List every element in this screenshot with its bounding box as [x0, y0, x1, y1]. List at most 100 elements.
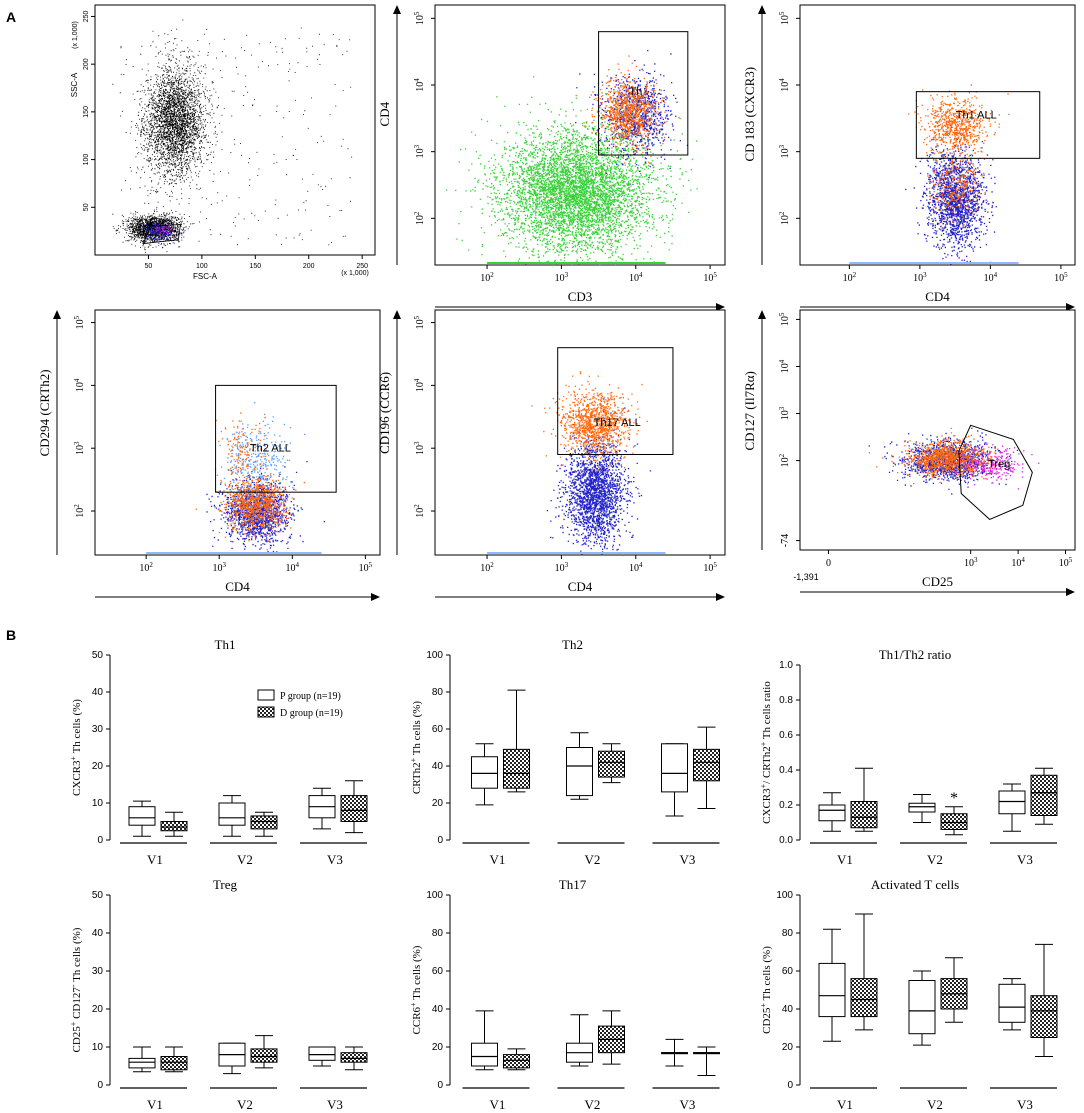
population-light_blue-2 — [214, 402, 306, 525]
x-min-label: -1,391 — [793, 572, 819, 582]
box-V3-series-1 — [1030, 943, 1058, 1057]
x-tick-label: 102 — [139, 561, 153, 574]
y-tick-label: 104 — [778, 359, 791, 373]
box-iqr — [503, 1054, 530, 1069]
x-tick-label: 250 — [356, 263, 368, 270]
x-axis-label: CD3 — [568, 289, 593, 304]
x-tick-label: 104 — [1011, 556, 1025, 569]
y-tick-label: -74 — [780, 534, 791, 547]
chart-title: Activated T cells — [871, 877, 959, 892]
y-tick-label: 0.4 — [779, 765, 793, 776]
x-arrow-head — [716, 303, 725, 311]
y-tick-label: 80 — [782, 928, 794, 939]
y-axis-arrow — [758, 5, 766, 265]
category-label: V2 — [585, 1097, 601, 1112]
y-arrow-head — [53, 310, 61, 319]
box-iqr — [471, 1042, 498, 1067]
box-iqr — [693, 748, 720, 782]
category-label: V3 — [680, 852, 696, 867]
y-tick-label: 102 — [413, 504, 426, 518]
y-axis-label: CD294 (CRTh2) — [37, 369, 52, 456]
box-V3-series-1 — [340, 1046, 368, 1071]
category-label: V1 — [147, 852, 163, 867]
population-blue-0 — [546, 398, 652, 556]
y-multiplier: (x 1,000) — [72, 21, 79, 49]
box-iqr — [128, 806, 156, 826]
x-arrow-head — [716, 593, 725, 601]
x-arrow-head — [1066, 588, 1075, 596]
box-iqr — [340, 795, 368, 822]
y-tick-label: 80 — [432, 687, 444, 698]
y-tick-label: 80 — [432, 928, 444, 939]
box-V3-series-0 — [998, 783, 1026, 832]
y-axis-label: CD4 — [377, 101, 392, 126]
box-iqr — [308, 1046, 336, 1061]
y-axis-label: CD127 (Il7Rα) — [742, 371, 757, 450]
box-V2-series-0 — [566, 732, 593, 800]
legend-label: P group (n=19) — [280, 691, 341, 702]
chart-title: Treg — [213, 877, 238, 892]
y-axis-label: CXCR3+ Th cells (%) — [69, 699, 84, 796]
category-label: V3 — [680, 1097, 696, 1112]
x-axis-arrow — [435, 593, 725, 601]
population-black-1 — [112, 203, 193, 253]
box-iqr — [1030, 995, 1058, 1039]
x-axis-label: CD25 — [922, 574, 953, 589]
y-tick-label: 50 — [92, 890, 104, 901]
population-orange-2 — [908, 84, 1010, 166]
category-label: V3 — [327, 1097, 343, 1112]
panel-label-a: A — [6, 9, 16, 25]
y-tick-label: 0 — [437, 1080, 443, 1091]
box-V3-series-0 — [661, 1038, 688, 1067]
box-V2-series-0 — [908, 794, 936, 823]
plot-frame — [799, 309, 1076, 551]
y-tick-label: 150 — [83, 106, 90, 118]
flow-plot-cd4-cd196: Th17 ALL 102 103 104 105 102 103 104 105 CD4 CD196… — [377, 309, 726, 601]
box-chart-treg: 0 10 20 30 40 50 CD25+ CD127- Th cells (%) Treg… — [69, 877, 368, 1112]
y-tick-label: 103 — [413, 144, 426, 158]
box-V1-series-0 — [128, 1046, 156, 1073]
y-tick-label: 20 — [92, 761, 104, 772]
plot-frame — [434, 309, 726, 556]
y-tick-label: 60 — [432, 724, 444, 735]
y-tick-label: 1.0 — [779, 660, 793, 671]
box-V1-series-0 — [818, 928, 846, 1042]
y-tick-label: 104 — [413, 378, 426, 392]
y-tick-label: 105 — [778, 312, 791, 326]
gate-label: Th — [629, 86, 642, 98]
gate-rect — [557, 347, 674, 455]
box-chart-activated-t: 0 20 40 60 80 100 CD25+ Th cells (%) Activated … — [759, 877, 1058, 1112]
gate-lymphocytes — [142, 224, 181, 245]
box-V3-series-0 — [308, 1046, 336, 1067]
x-tick-label: 103 — [964, 556, 978, 569]
x-tick-label: 102 — [480, 561, 494, 574]
x-tick-label: 150 — [249, 263, 261, 270]
x-axis-arrow — [435, 303, 725, 311]
category-label: V2 — [927, 852, 943, 867]
y-axis-arrow — [758, 310, 766, 550]
x-axis-label: CD4 — [925, 289, 950, 304]
chart-title: Th2 — [562, 637, 583, 652]
category-label: V1 — [490, 1097, 506, 1112]
panel-label-b: B — [6, 627, 16, 643]
population-orange-1 — [927, 135, 989, 230]
x-tick-label: 105 — [1054, 271, 1068, 284]
legend-swatch — [257, 689, 275, 701]
x-axis-arrow — [800, 303, 1075, 311]
x-tick-label: 105 — [703, 271, 717, 284]
y-tick-label: 0.8 — [779, 695, 793, 706]
x-tick-label: 0 — [826, 558, 831, 569]
event-dots — [195, 402, 325, 553]
category-label: V3 — [1017, 852, 1033, 867]
x-multiplier: (x 1,000) — [341, 270, 369, 277]
category-label: V2 — [237, 852, 253, 867]
box-V3-series-0 — [998, 978, 1026, 1031]
box-V1-series-1 — [160, 811, 188, 837]
x-tick-label: 105 — [359, 561, 373, 574]
x-axis-label: FSC-A — [193, 272, 218, 281]
flow-plot-cd4-cd183: Th1 ALL 102 103 104 105 102 103 104 105 CD4 CD 183… — [742, 4, 1076, 311]
y-tick-label: 0.0 — [779, 835, 793, 846]
y-axis-label: CD25+ CD127- Th cells (%) — [69, 927, 84, 1052]
y-tick-label: 105 — [413, 11, 426, 25]
